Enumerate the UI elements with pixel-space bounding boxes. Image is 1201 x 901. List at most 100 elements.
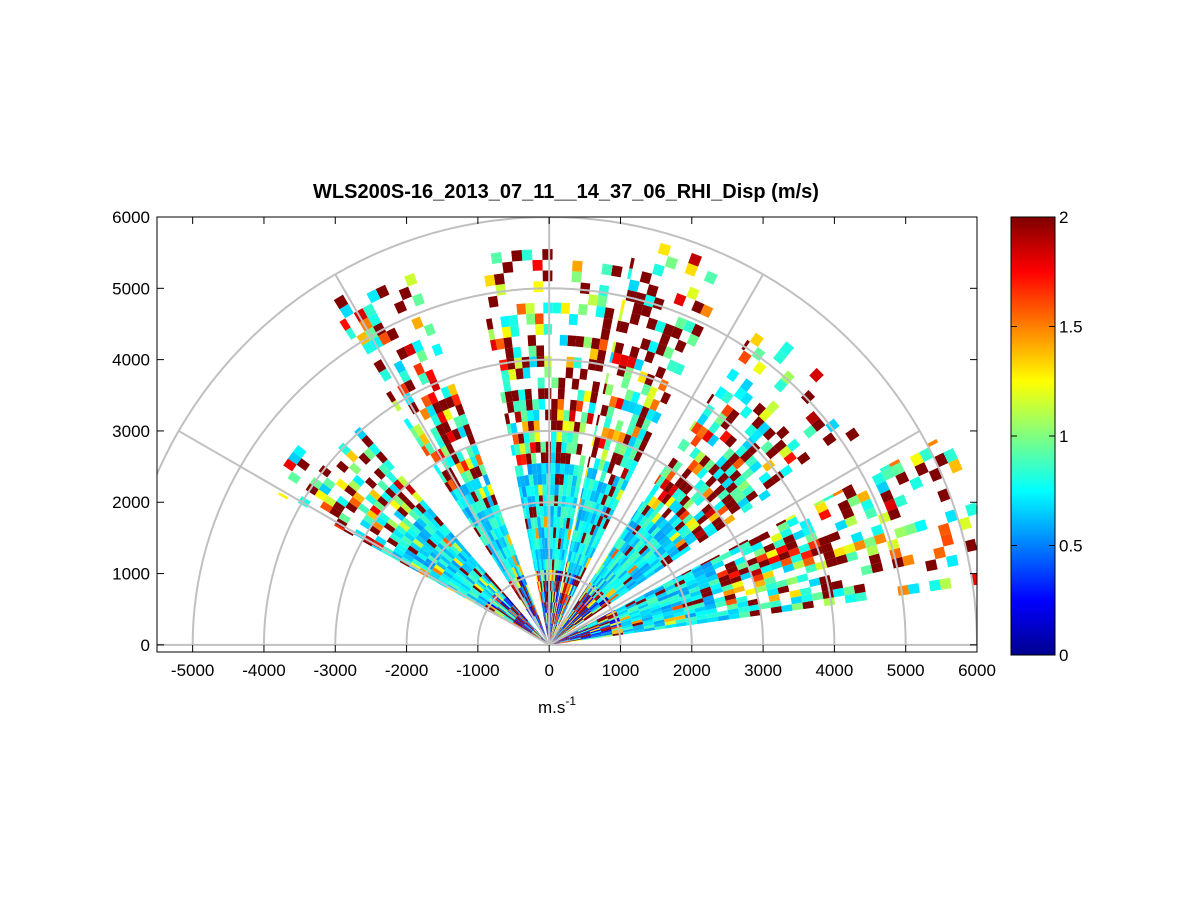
data-cell [664, 617, 676, 623]
data-cell [430, 518, 441, 530]
data-cell [542, 602, 546, 614]
data-cell [348, 462, 362, 475]
data-cell [552, 624, 558, 635]
data-cell [598, 580, 607, 590]
data-cell [534, 629, 542, 638]
data-cell [513, 554, 520, 566]
data-cell [542, 548, 546, 560]
data-cell [448, 531, 458, 543]
colorbar-ticks: 00.511.52 [1011, 208, 1083, 665]
grid-spoke [334, 273, 551, 646]
data-cell [668, 593, 680, 601]
data-cell [558, 603, 563, 615]
data-cell [657, 594, 669, 602]
data-cell [510, 422, 518, 435]
data-cell [455, 571, 466, 581]
data-cell [586, 500, 593, 512]
data-cell [525, 596, 532, 607]
data-cell [752, 361, 767, 376]
data-cell [543, 323, 552, 335]
data-cell [603, 416, 613, 429]
data-cell [706, 612, 718, 619]
data-cell [442, 537, 453, 548]
data-cell [588, 402, 597, 414]
data-cell [773, 378, 788, 393]
data-cell [558, 484, 564, 496]
data-cell [368, 525, 381, 536]
data-cell [733, 474, 746, 487]
data-cell [661, 493, 672, 505]
data-cell [758, 558, 771, 569]
data-cell [744, 424, 758, 438]
data-cell [813, 499, 825, 507]
data-cell [702, 594, 715, 602]
data-cell [804, 563, 818, 574]
data-cell [619, 455, 629, 468]
data-cell [629, 611, 641, 618]
data-cell [925, 559, 938, 572]
data-cell [600, 426, 610, 439]
data-cell [749, 429, 763, 443]
data-cell [537, 377, 545, 389]
data-cell [682, 601, 694, 608]
data-cell [730, 575, 742, 584]
data-cell [578, 605, 587, 615]
data-cell [690, 421, 703, 435]
data-cell [607, 497, 616, 509]
data-cell [556, 629, 565, 638]
data-cell [636, 600, 648, 608]
data-cell [543, 302, 553, 314]
data-cell [673, 611, 685, 618]
data-cell [907, 583, 920, 595]
data-cell [601, 632, 613, 637]
data-cell [729, 486, 742, 499]
data-cell [577, 625, 588, 631]
data-cell [520, 599, 527, 609]
data-cell [453, 415, 463, 429]
data-cell [570, 485, 576, 498]
data-cell [516, 476, 522, 488]
data-cell [655, 475, 666, 488]
data-cell [596, 295, 608, 308]
data-cell [541, 591, 544, 603]
data-cell [517, 614, 527, 623]
data-cell [531, 463, 538, 475]
data-cell [587, 621, 598, 628]
data-cell [546, 612, 549, 624]
data-cell [685, 535, 698, 546]
data-cell [569, 611, 578, 621]
data-cell [423, 541, 435, 552]
data-cell [682, 319, 696, 334]
data-cell [523, 431, 530, 444]
data-cell [524, 624, 533, 632]
data-cell [385, 471, 398, 484]
data-cell [378, 511, 391, 523]
data-cell [586, 412, 595, 425]
data-cell [622, 628, 634, 633]
data-cell [598, 566, 607, 577]
data-cell [781, 604, 793, 613]
data-cell [462, 423, 473, 436]
data-cell [541, 602, 545, 614]
data-cell [634, 526, 645, 538]
data-cell [559, 639, 571, 643]
data-cell [590, 573, 599, 584]
data-cell [684, 262, 699, 277]
data-cell [633, 450, 643, 463]
data-cell [678, 479, 690, 492]
data-cell [650, 526, 661, 538]
data-cell [669, 597, 682, 605]
data-cell [537, 614, 542, 625]
data-cell [535, 506, 541, 518]
data-cell [403, 379, 416, 393]
data-cell [654, 474, 662, 485]
data-cell [345, 502, 358, 514]
data-cell [429, 426, 441, 440]
data-cell [465, 576, 476, 585]
data-cell [914, 519, 928, 533]
data-cell [582, 499, 590, 511]
data-cell [579, 368, 588, 381]
data-cell [645, 408, 656, 421]
data-cell [759, 602, 771, 610]
data-cell [532, 631, 541, 639]
